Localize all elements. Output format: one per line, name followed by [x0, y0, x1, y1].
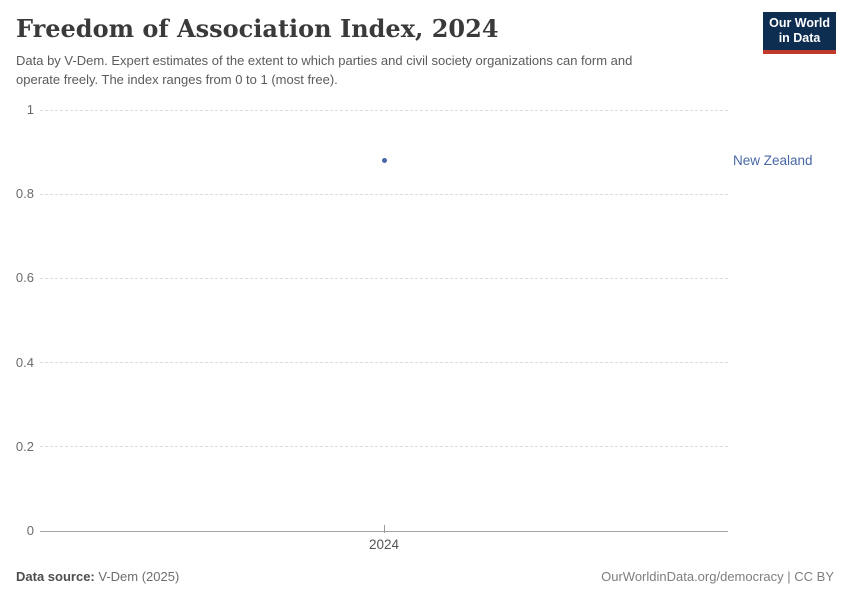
data-source-value: V-Dem (2025) — [94, 569, 180, 584]
chart-subtitle: Data by V-Dem. Expert estimates of the e… — [16, 52, 632, 89]
owid-logo-line2: in Data — [778, 31, 821, 45]
page-title: Freedom of Association Index, 2024 — [16, 14, 499, 43]
data-source-note: Data source: V-Dem (2025) — [16, 569, 179, 584]
x-tick-label: 2024 — [368, 537, 400, 552]
y-gridline — [40, 362, 728, 364]
data-point[interactable] — [381, 158, 387, 164]
data-source-label: Data source: — [16, 569, 95, 584]
y-gridline — [40, 193, 728, 195]
owid-logo-line1: Our World — [769, 16, 830, 30]
y-tick-label: 1 — [26, 102, 34, 117]
subtitle-line: operate freely. The index ranges from 0 … — [16, 71, 338, 87]
owid-logo[interactable]: Our World in Data — [763, 12, 836, 54]
y-tick-label: 0.6 — [15, 270, 34, 286]
y-tick-label: 0.8 — [15, 186, 34, 202]
y-gridline — [40, 446, 728, 448]
y-tick-label: 0.4 — [15, 354, 34, 370]
y-tick-label: 0.2 — [15, 438, 34, 454]
subtitle-line: Data by V-Dem. Expert estimates of the e… — [16, 53, 633, 68]
x-tick-mark — [384, 525, 385, 533]
y-gridline — [40, 109, 728, 111]
entity-label[interactable]: New Zealand — [733, 152, 813, 168]
y-gridline — [40, 277, 728, 279]
y-tick-label: 0 — [26, 523, 34, 538]
credit-link[interactable]: OurWorldinData.org/democracy | CC BY — [601, 569, 834, 584]
